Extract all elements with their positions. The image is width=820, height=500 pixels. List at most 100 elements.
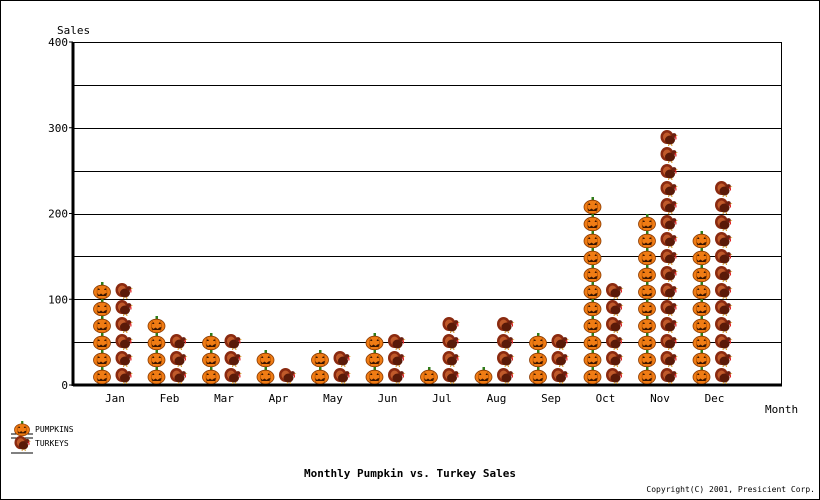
pumpkin-icon xyxy=(692,248,711,265)
pumpkin-icon xyxy=(365,333,384,350)
turkey-icon xyxy=(605,350,624,367)
turkey-icon xyxy=(660,163,678,180)
pumpkin-icon-partial xyxy=(474,352,493,367)
pumpkin-icon xyxy=(202,333,220,350)
turkey-icon xyxy=(714,367,733,384)
pumpkin-icon-partial xyxy=(256,345,275,350)
pumpkin-icon-partial xyxy=(420,358,438,367)
pumpkin-icon xyxy=(638,265,656,282)
bar-pumpkins-apr xyxy=(256,345,275,384)
turkey-icon-partial xyxy=(660,126,678,129)
pumpkin-icon xyxy=(147,367,166,384)
turkey-icon xyxy=(496,367,515,384)
bar-turkeys-oct xyxy=(605,268,624,384)
pumpkin-icon xyxy=(692,282,711,299)
bar-pumpkins-jan xyxy=(93,279,111,384)
bar-turkeys-sep xyxy=(551,325,569,384)
turkey-icon xyxy=(442,350,460,367)
turkey-icon xyxy=(115,316,133,333)
pumpkin-icon xyxy=(93,350,111,367)
pumpkin-icon xyxy=(529,367,547,384)
turkey-icon xyxy=(660,265,678,282)
turkey-icon xyxy=(333,350,351,367)
pumpkin-icon xyxy=(202,350,220,367)
turkey-icon xyxy=(224,367,242,384)
turkey-icon xyxy=(714,333,733,350)
turkey-icon xyxy=(660,129,678,146)
pumpkin-icon xyxy=(256,367,275,384)
turkey-icon xyxy=(660,350,678,367)
turkey-icon xyxy=(714,248,733,265)
pumpkin-icon xyxy=(638,282,656,299)
bar-turkeys-aug xyxy=(496,313,515,384)
y-axis-label: Sales xyxy=(57,24,90,37)
pumpkin-icon xyxy=(11,421,33,436)
pumpkin-icon xyxy=(638,333,656,350)
pumpkin-icon xyxy=(311,367,329,384)
y-tick-label: 300 xyxy=(48,122,68,135)
pumpkin-icon xyxy=(692,265,711,282)
turkey-icon xyxy=(115,299,133,316)
pumpkin-icon xyxy=(256,350,275,367)
legend-label-turkeys: TURKEYS xyxy=(35,438,69,448)
turkey-icon xyxy=(660,248,678,265)
pumpkin-icon xyxy=(583,197,602,214)
turkey-icon xyxy=(660,299,678,316)
x-tick-label: Sep xyxy=(541,392,561,405)
turkey-icon xyxy=(551,367,569,384)
turkey-icon xyxy=(442,367,460,384)
pumpkin-icon xyxy=(583,265,602,282)
turkey-icon-partial xyxy=(278,352,297,367)
grid-lines xyxy=(73,42,781,343)
pumpkin-icon xyxy=(692,316,711,333)
pumpkin-icon xyxy=(583,350,602,367)
y-tick-label: 200 xyxy=(48,208,68,221)
pumpkin-icon-partial xyxy=(529,325,547,333)
bar-turkeys-dec xyxy=(714,167,733,384)
pumpkin-icon-partial xyxy=(365,322,384,333)
x-tick-label: Feb xyxy=(160,392,180,405)
pumpkin-icon-partial xyxy=(311,341,329,350)
pumpkin-icon xyxy=(638,367,656,384)
turkey-icon xyxy=(714,282,733,299)
pumpkin-icon xyxy=(202,367,220,384)
pumpkin-icon xyxy=(692,299,711,316)
pumpkin-icon xyxy=(365,367,384,384)
turkey-icon-partial xyxy=(496,313,515,316)
turkey-icon xyxy=(605,316,624,333)
pumpkin-icon xyxy=(638,214,656,231)
pumpkin-icon-partial xyxy=(692,218,711,231)
turkey-icon xyxy=(714,316,733,333)
turkey-icon xyxy=(714,197,733,214)
x-tick-label: Jun xyxy=(378,392,398,405)
turkey-icon xyxy=(605,282,624,299)
pumpkin-icon xyxy=(583,282,602,299)
x-tick-label: Jan xyxy=(105,392,125,405)
turkey-icon xyxy=(333,367,351,384)
turkey-icon xyxy=(714,350,733,367)
turkey-icon xyxy=(169,333,188,350)
y-tick-label: 400 xyxy=(48,36,68,49)
pumpkin-icon xyxy=(147,350,166,367)
legend-item-turkeys: TURKEYS xyxy=(11,435,69,454)
pumpkin-icon xyxy=(638,316,656,333)
y-tick-label: 100 xyxy=(48,293,68,306)
bar-pumpkins-oct xyxy=(583,182,602,384)
turkey-icon xyxy=(115,350,133,367)
turkey-icon xyxy=(660,231,678,248)
pumpkin-icon xyxy=(474,367,493,384)
bar-turkeys-feb xyxy=(169,325,188,384)
pumpkin-icon xyxy=(147,333,166,350)
pumpkin-icon xyxy=(583,367,602,384)
turkey-icon xyxy=(496,333,515,350)
turkey-icon-partial xyxy=(224,328,242,333)
bar-pumpkins-dec xyxy=(692,218,711,384)
pumpkin-icon xyxy=(365,350,384,367)
bar-turkeys-jun xyxy=(387,322,406,384)
turkey-icon xyxy=(660,367,678,384)
pumpkin-icon xyxy=(692,350,711,367)
pumpkin-icon xyxy=(692,367,711,384)
turkey-icon xyxy=(660,197,678,214)
turkey-icon xyxy=(714,265,733,282)
